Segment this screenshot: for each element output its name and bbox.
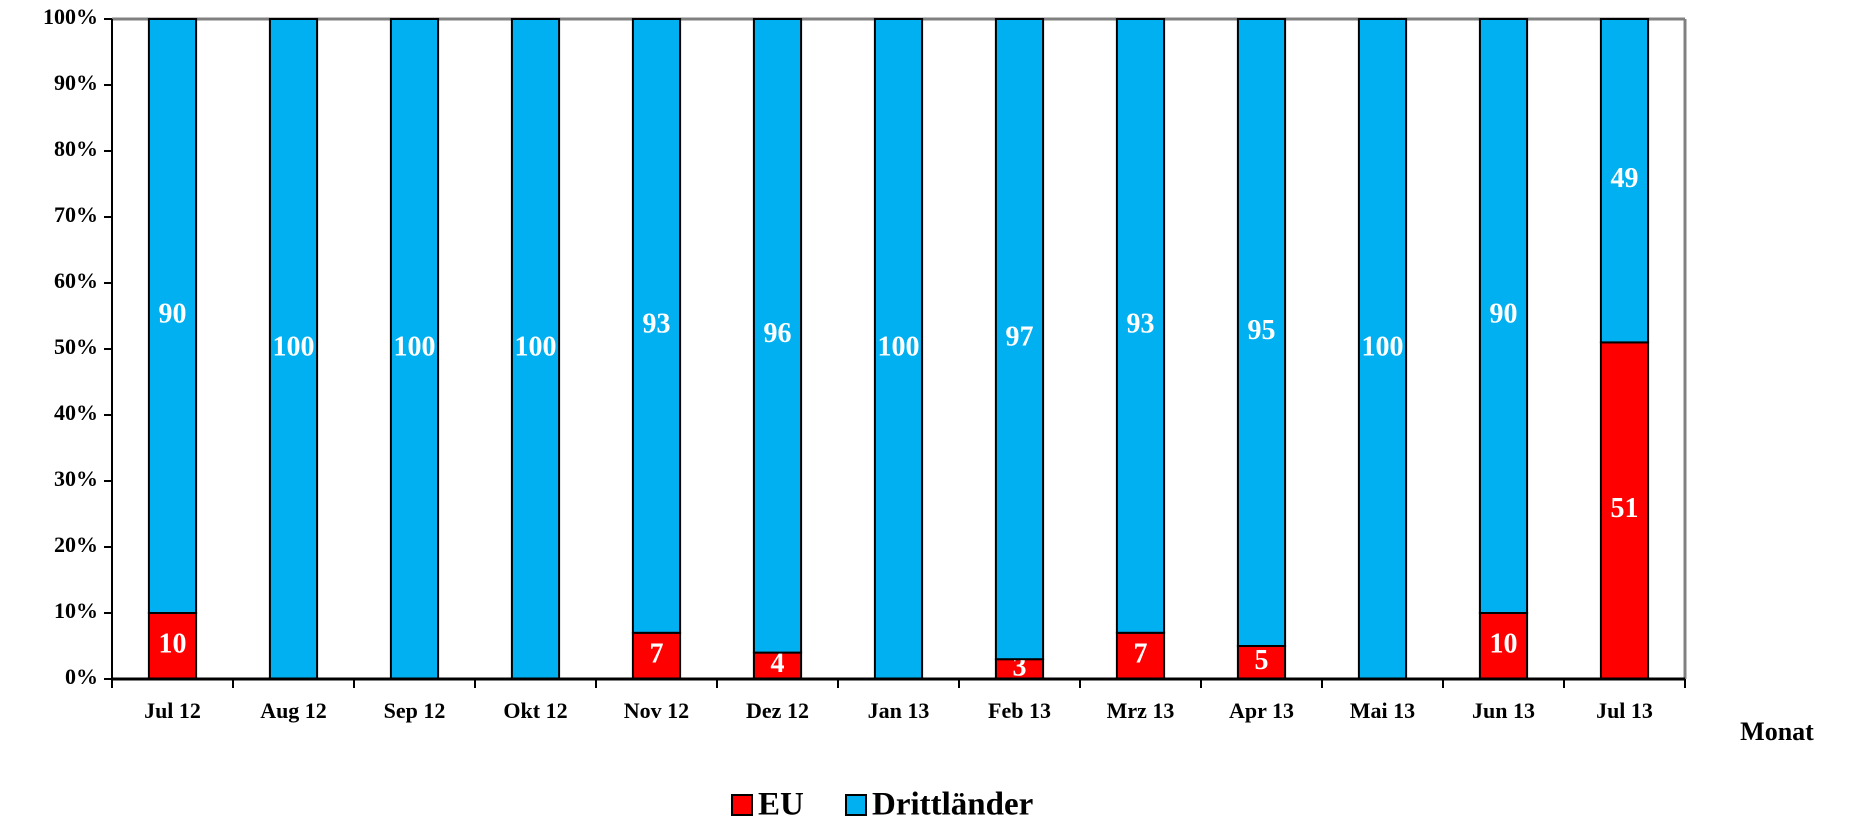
data-label: 90 xyxy=(1490,298,1518,329)
data-label: 7 xyxy=(1134,638,1148,669)
bar-segment xyxy=(1478,18,1529,614)
x-tick-label: Aug 12 xyxy=(260,698,327,723)
x-tick-label: Mrz 13 xyxy=(1107,698,1175,723)
bar-segment xyxy=(147,612,198,680)
bar-segment xyxy=(1599,341,1650,680)
legend-label: EU xyxy=(758,787,804,823)
x-tick-label: Nov 12 xyxy=(624,698,689,723)
y-tick-label: 80% xyxy=(54,136,98,161)
bar-segment xyxy=(873,18,924,680)
data-label: 100 xyxy=(273,331,315,362)
x-tick-label: Dez 12 xyxy=(746,698,809,723)
y-tick-label: 0% xyxy=(65,664,98,689)
bar-segment xyxy=(752,18,803,654)
data-label: 100 xyxy=(394,331,436,362)
bar-segment xyxy=(268,18,319,680)
bar-segment xyxy=(1115,631,1166,680)
data-label: 95 xyxy=(1248,315,1276,346)
bar-segment xyxy=(631,18,682,634)
x-tick-label: Feb 13 xyxy=(988,698,1051,723)
data-label: 49 xyxy=(1611,163,1639,194)
x-tick-label: Jul 13 xyxy=(1596,698,1653,723)
legend-swatch xyxy=(731,794,753,816)
bar-segment xyxy=(1236,18,1287,647)
bar-segment xyxy=(1357,18,1408,680)
x-tick-label: Jun 13 xyxy=(1472,698,1535,723)
bar-segment xyxy=(1115,18,1166,634)
bar-segment xyxy=(994,18,1045,661)
x-tick-label: Jan 13 xyxy=(868,698,930,723)
bar-segment xyxy=(1599,18,1650,344)
data-label: 51 xyxy=(1611,493,1639,524)
data-label: 93 xyxy=(643,308,671,339)
data-label: 7 xyxy=(650,638,664,669)
data-label: 96 xyxy=(764,318,792,349)
y-tick-label: 30% xyxy=(54,466,98,491)
x-tick-label: Okt 12 xyxy=(503,698,567,723)
y-tick-label: 90% xyxy=(54,70,98,95)
bar-segment xyxy=(147,18,198,614)
y-tick-label: 40% xyxy=(54,400,98,425)
data-label: 97 xyxy=(1006,322,1034,353)
legend-swatch xyxy=(845,794,867,816)
bar-segment xyxy=(510,18,561,680)
x-tick-label: Jul 12 xyxy=(144,698,201,723)
data-label: 4 xyxy=(771,648,785,679)
data-label: 90 xyxy=(159,298,187,329)
data-label: 5 xyxy=(1255,645,1269,676)
data-label: 10 xyxy=(1490,628,1518,659)
data-label: 10 xyxy=(159,628,187,659)
data-label: 100 xyxy=(878,331,920,362)
bar-segment xyxy=(631,631,682,680)
data-label: 100 xyxy=(1362,331,1404,362)
y-tick-label: 100% xyxy=(43,4,98,29)
data-label: 93 xyxy=(1127,308,1155,339)
y-tick-label: 60% xyxy=(54,268,98,293)
data-label: 100 xyxy=(515,331,557,362)
y-tick-label: 70% xyxy=(54,202,98,227)
y-tick-label: 20% xyxy=(54,532,98,557)
y-tick-label: 10% xyxy=(54,598,98,623)
x-tick-label: Apr 13 xyxy=(1229,698,1294,723)
x-tick-label: Mai 13 xyxy=(1350,698,1415,723)
legend-label: Drittländer xyxy=(872,787,1033,823)
bar-segment xyxy=(389,18,440,680)
x-axis-label: Monat xyxy=(1740,717,1814,746)
y-tick-label: 50% xyxy=(54,334,98,359)
x-tick-label: Sep 12 xyxy=(384,698,446,723)
